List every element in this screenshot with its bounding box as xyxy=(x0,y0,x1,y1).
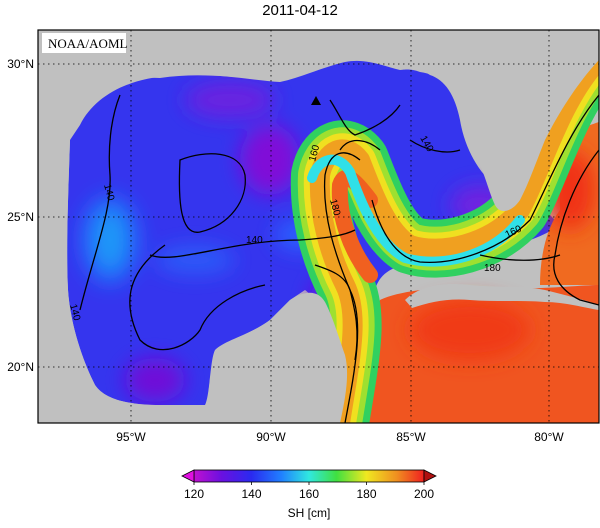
grid-lines xyxy=(38,30,599,423)
lon-tick-label: 95°W xyxy=(116,430,146,444)
lon-tick-label: 90°W xyxy=(256,430,286,444)
contour-label: 180 xyxy=(327,198,342,217)
loop-current xyxy=(290,31,599,423)
map-area: 140 140 140 140 160 160 180 180 xyxy=(38,30,599,423)
colorbar-gradient xyxy=(193,469,425,483)
contour-label: 140 xyxy=(101,183,116,202)
colorbar-tick-label: 200 xyxy=(414,487,434,501)
lon-axis: 95°W 90°W 85°W 80°W xyxy=(116,430,564,444)
mexico-land xyxy=(38,30,205,423)
contour-label: 180 xyxy=(484,263,501,274)
colorbar-ticks xyxy=(193,482,425,485)
map-frame xyxy=(37,29,600,424)
lon-tick-label: 80°W xyxy=(534,430,564,444)
us-coast-land xyxy=(70,30,400,140)
yucatan-land xyxy=(205,292,348,423)
source-label: NOAA/AOML xyxy=(48,36,128,51)
lat-tick-label: 30°N xyxy=(7,57,34,71)
lon-tick-label: 85°W xyxy=(396,430,426,444)
colorbar: 120 140 160 180 200 SH [cm] xyxy=(181,469,437,520)
colorbar-high-arrow xyxy=(423,469,437,483)
contour-label: 140 xyxy=(67,303,82,322)
cuba-land xyxy=(405,283,599,310)
contour-label: 140 xyxy=(246,235,263,246)
loop-current-fringe xyxy=(307,154,525,267)
contour-label: 160 xyxy=(307,143,322,162)
colorbar-tick-label: 180 xyxy=(356,487,376,501)
lat-axis: 30°N 25°N 20°N xyxy=(7,57,34,374)
contour-label-group: 140 140 140 140 160 160 180 180 xyxy=(67,134,524,322)
colorbar-low-arrow xyxy=(181,469,195,483)
lat-tick-label: 25°N xyxy=(7,210,34,224)
colorbar-tick-label: 120 xyxy=(184,487,204,501)
colorbar-label: SH [cm] xyxy=(288,506,331,520)
contour-lines xyxy=(79,94,599,423)
colorbar-tick-label: 140 xyxy=(241,487,261,501)
lat-tick-label: 20°N xyxy=(7,360,34,374)
map-title: 2011-04-12 xyxy=(262,2,338,19)
source-label-box xyxy=(42,33,126,53)
triangle-marker xyxy=(311,96,321,105)
colorbar-tick-label: 160 xyxy=(299,487,319,501)
